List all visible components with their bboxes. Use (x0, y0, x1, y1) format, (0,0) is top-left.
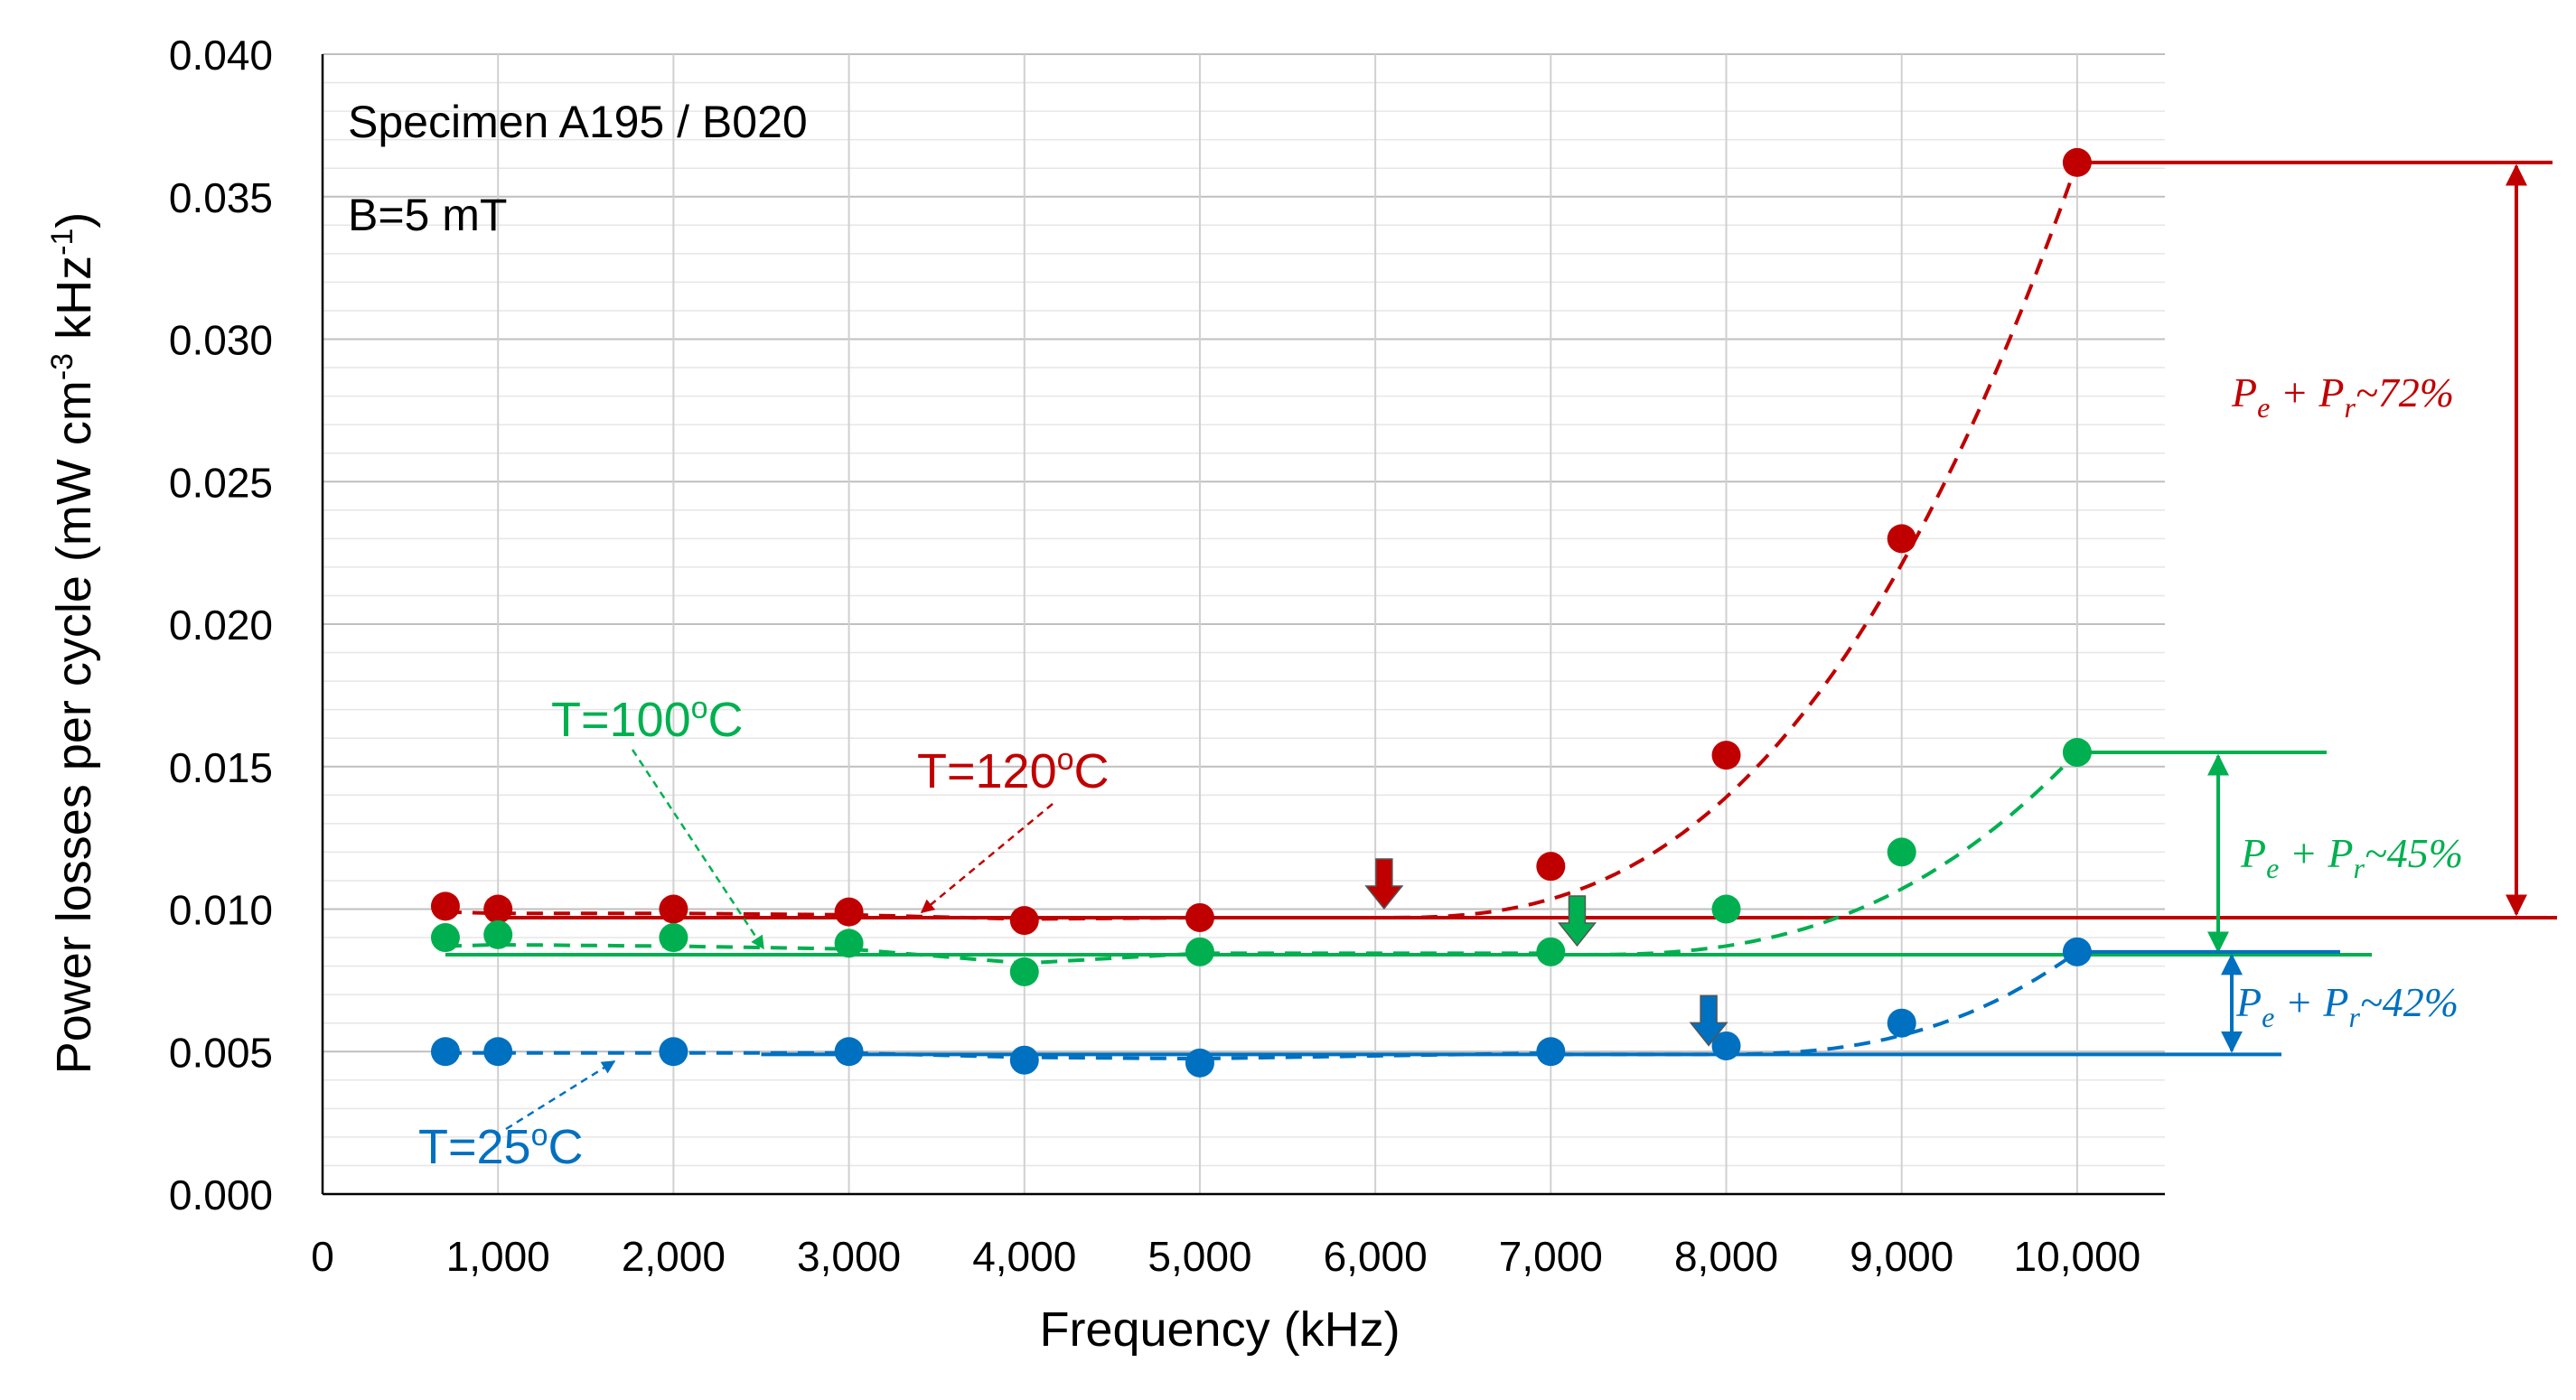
y-tick-label: 0.020 (169, 602, 273, 649)
x-tick-label: 1,000 (446, 1233, 550, 1280)
fit-curve-1 (445, 751, 2079, 966)
y-tick-label: 0.015 (169, 744, 273, 791)
x-tick-label: 5,000 (1147, 1233, 1251, 1280)
increase-label-0: Pe + Pr~72% (2231, 369, 2454, 424)
series-label-2: T=25oC (418, 1118, 584, 1174)
y-axis-label: Power losses per cycle (mW cm-3 kHz-1) (45, 212, 101, 1075)
data-point (1009, 957, 1039, 986)
x-tick-label: 0 (311, 1233, 334, 1280)
data-point (1009, 1045, 1039, 1075)
data-point (834, 897, 864, 927)
grid-lines (323, 53, 2165, 1194)
x-tick-label: 10,000 (2014, 1233, 2141, 1280)
onset-arrow-2 (1689, 994, 1728, 1047)
series-label-sup: o (531, 1118, 548, 1153)
fit-curve-2 (445, 950, 2079, 1061)
increase-label-part: ~45% (2365, 830, 2463, 876)
increase-label-part: P (2240, 830, 2266, 876)
axes (321, 54, 2165, 1196)
data-point (1536, 1037, 1566, 1067)
increase-label-1: Pe + Pr~45% (2240, 830, 2463, 884)
data-point (1536, 852, 1566, 882)
data-point (1185, 902, 1214, 932)
increase-label-2: Pe + Pr~42% (2235, 979, 2459, 1033)
data-point (483, 919, 513, 949)
annotation-field: B=5 mT (348, 190, 507, 240)
y-tick-label: 0.010 (169, 887, 273, 934)
increase-label-part: ~42% (2360, 979, 2459, 1025)
increase-label-part: e (2266, 852, 2279, 884)
increase-label-part: r (2348, 1001, 2360, 1033)
series-label-end: C (708, 693, 744, 747)
y-tick-label: 0.030 (169, 317, 273, 364)
data-point (1536, 937, 1566, 966)
data-point (430, 891, 460, 921)
data-point (1185, 937, 1214, 966)
onset-arrows (1364, 858, 1728, 1047)
increase-label-part: e (2262, 1001, 2274, 1033)
x-axis-label: Frequency (kHz) (1039, 1302, 1400, 1357)
data-points (430, 147, 2092, 1078)
y-tick-label: 0.000 (169, 1171, 273, 1218)
series-label-sup: o (691, 691, 708, 725)
data-point (430, 1037, 460, 1067)
data-point (659, 1037, 688, 1067)
x-tick-label: 4,000 (972, 1233, 1076, 1280)
x-tick-label: 6,000 (1324, 1233, 1428, 1280)
x-tick-label: 7,000 (1499, 1233, 1603, 1280)
data-point (1887, 837, 1916, 867)
increase-label-part: P (2231, 369, 2257, 415)
data-point (1009, 906, 1039, 936)
increase-label-part: + P (2270, 369, 2344, 415)
x-tick-label: 8,000 (1674, 1233, 1778, 1280)
fit-curve-0 (445, 162, 2079, 921)
series-label-end: C (548, 1120, 584, 1174)
data-point (1185, 1048, 1214, 1078)
increase-brackets: Pe + Pr~72%Pe + Pr~45%Pe + Pr~42% (2076, 160, 2553, 1053)
series-label-pointer-0 (920, 803, 1054, 913)
x-tick-label: 2,000 (622, 1233, 726, 1280)
increase-label-part: r (2353, 852, 2365, 884)
data-point (659, 894, 688, 924)
data-point (483, 894, 513, 924)
increase-label-part: + P (2274, 979, 2348, 1025)
onset-arrow-1 (1557, 895, 1597, 947)
increase-label-part: P (2235, 979, 2262, 1025)
y-tick-label: 0.040 (169, 32, 273, 79)
data-point (1711, 894, 1741, 924)
data-point (1711, 1031, 1741, 1060)
series-label-sup: o (1057, 742, 1074, 777)
data-point (430, 923, 460, 953)
y-tick-label: 0.035 (169, 174, 273, 221)
series-label-1: T=100oC (551, 691, 744, 747)
series-label-main: T=100 (551, 693, 691, 747)
series-label-main: T=25 (418, 1120, 531, 1174)
data-point (483, 1037, 513, 1067)
series-label-pointer-1 (631, 749, 765, 950)
data-point (1711, 741, 1741, 770)
series-label-main: T=120 (917, 744, 1057, 798)
data-point (834, 1037, 864, 1067)
series-label-end: C (1074, 744, 1110, 798)
fit-curves (445, 162, 2079, 1061)
y-tick-label: 0.025 (169, 459, 273, 506)
x-tick-label: 9,000 (1850, 1233, 1953, 1280)
data-point (1887, 524, 1916, 554)
data-point (834, 929, 864, 958)
data-point (1887, 1008, 1916, 1038)
series-label-0: T=120oC (917, 742, 1110, 798)
y-tick-label: 0.005 (169, 1029, 273, 1076)
data-point (659, 923, 688, 953)
increase-label-part: r (2344, 391, 2356, 424)
annotation-specimen: Specimen A195 / B020 (348, 97, 808, 147)
tick-labels: 0.000 0.005 0.010 0.015 0.020 0.025 0.030 0.035… (169, 32, 2140, 1280)
increase-label-part: e (2257, 391, 2270, 424)
increase-label-part: + P (2279, 830, 2353, 876)
x-tick-label: 3,000 (797, 1233, 901, 1280)
series-label-pointer-2 (505, 1059, 616, 1131)
increase-label-part: ~72% (2356, 369, 2454, 415)
onset-arrow-0 (1364, 858, 1404, 910)
